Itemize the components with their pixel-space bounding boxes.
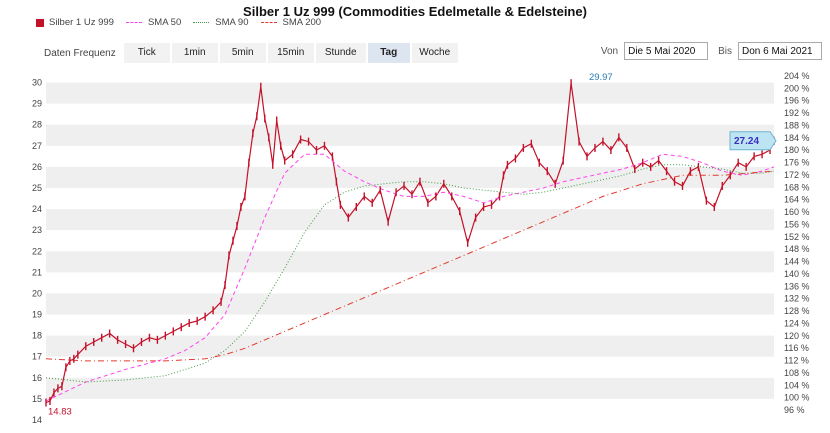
series-lines: [45, 79, 775, 407]
right-tick-label: 180 %: [784, 145, 810, 155]
tab-stunde[interactable]: Stunde: [315, 43, 366, 63]
left-axis: 14 15 16 17 18 19 20 21 22 23 24 25 26 27 28 29 30: [32, 78, 42, 425]
left-tick-label: 14: [32, 415, 42, 425]
date-range: Von Bis: [601, 42, 822, 60]
annotations: 14.83 29.97 27.24: [48, 72, 777, 417]
right-tick-label: 124 %: [784, 318, 810, 328]
grid-band: [46, 377, 774, 399]
left-tick-label: 29: [32, 99, 42, 109]
right-tick-label: 188 %: [784, 120, 810, 130]
right-tick-label: 156 %: [784, 219, 810, 229]
right-tick-label: 204 %: [784, 71, 810, 81]
last-value-label: 27.24: [734, 136, 759, 147]
right-tick-label: 144 %: [784, 257, 810, 267]
right-tick-label: 96 %: [784, 405, 805, 415]
right-tick-label: 120 %: [784, 331, 810, 341]
right-tick-label: 152 %: [784, 232, 810, 242]
left-tick-label: 18: [32, 331, 42, 341]
last-value-badge: [729, 131, 777, 151]
right-tick-label: 108 %: [784, 368, 810, 378]
tab-1min[interactable]: 1min: [171, 43, 218, 63]
series-sma50-line: [45, 153, 775, 402]
legend-swatch-silber: [36, 18, 44, 27]
left-tick-label: 16: [32, 373, 42, 383]
legend-label-sma200: SMA 200: [282, 17, 322, 28]
right-tick-label: 116 %: [784, 343, 809, 353]
grid-band: [46, 209, 774, 231]
right-tick-label: 164 %: [784, 195, 810, 205]
tab-tag[interactable]: Tag: [367, 43, 410, 63]
to-date-input[interactable]: [738, 42, 822, 60]
right-tick-label: 128 %: [784, 306, 810, 316]
frequency-toolbar: Daten Frequenz Tick 1min 5min 15min Stun…: [44, 42, 460, 64]
from-date-input[interactable]: [624, 42, 709, 60]
left-tick-label: 23: [32, 225, 42, 235]
right-tick-label: 176 %: [784, 158, 810, 168]
right-tick-label: 132 %: [784, 294, 810, 304]
series-sma200-line: [45, 170, 775, 362]
right-tick-label: 196 %: [784, 96, 810, 106]
left-tick-label: 17: [32, 352, 42, 362]
left-tick-label: 21: [32, 267, 42, 277]
legend-swatch-sma90: [193, 22, 210, 23]
left-tick-label: 25: [32, 183, 42, 193]
legend-item-sma90[interactable]: SMA 90: [193, 17, 249, 28]
series-sma90-line: [45, 164, 775, 383]
legend-item-sma50[interactable]: SMA 50: [125, 17, 182, 28]
left-tick-label: 28: [32, 120, 42, 130]
legend: Silber 1 Uz 999 SMA 50 SMA 90 SMA 200: [36, 17, 333, 28]
right-tick-label: 168 %: [784, 182, 810, 192]
right-tick-label: 136 %: [784, 281, 810, 291]
grid-bands: [46, 82, 774, 399]
to-label: Bis: [718, 45, 732, 57]
tab-15min[interactable]: 15min: [267, 43, 314, 63]
tab-woche[interactable]: Woche: [411, 43, 458, 63]
grid-band: [46, 124, 774, 146]
left-tick-label: 15: [32, 394, 42, 404]
grid-band: [46, 82, 774, 104]
left-tick-label: 27: [32, 141, 42, 151]
left-tick-label: 20: [32, 288, 42, 298]
legend-item-silber[interactable]: Silber 1 Uz 999: [36, 17, 114, 28]
left-tick-label: 22: [32, 246, 42, 256]
right-tick-label: 100 %: [784, 393, 810, 403]
right-tick-label: 172 %: [784, 170, 810, 180]
right-tick-label: 192 %: [784, 108, 810, 118]
max-label: 29.97: [589, 72, 613, 83]
chart-title: Silber 1 Uz 999 (Commodities Edelmetalle…: [243, 4, 587, 19]
left-tick-label: 26: [32, 162, 42, 172]
left-tick-label: 30: [32, 78, 42, 88]
grid-band: [46, 335, 774, 357]
left-tick-label: 24: [32, 204, 42, 214]
right-tick-label: 200 %: [784, 83, 810, 93]
legend-swatch-sma200: [260, 22, 277, 23]
right-tick-label: 160 %: [784, 207, 810, 217]
right-tick-label: 148 %: [784, 244, 810, 254]
legend-label-sma50: SMA 50: [147, 17, 182, 28]
tab-tick[interactable]: Tick: [123, 43, 170, 63]
legend-label-silber: Silber 1 Uz 999: [49, 17, 114, 28]
grid-band: [46, 293, 774, 315]
frequency-label: Daten Frequenz: [44, 47, 116, 59]
from-label: Von: [600, 45, 619, 57]
right-tick-label: 104 %: [784, 380, 810, 390]
grid-band: [46, 251, 774, 273]
right-axis: 96 % 100 % 104 % 108 % 112 % 116 % 120 % 124 % 1…: [784, 71, 810, 415]
grid-band: [46, 166, 774, 188]
right-tick-label: 112 %: [784, 356, 809, 366]
min-label: 14.83: [48, 406, 72, 417]
legend-swatch-sma50: [125, 22, 142, 23]
right-tick-label: 184 %: [784, 133, 810, 143]
right-tick-label: 140 %: [784, 269, 810, 279]
tab-5min[interactable]: 5min: [219, 43, 266, 63]
left-tick-label: 19: [32, 310, 42, 320]
legend-item-sma200[interactable]: SMA 200: [260, 17, 322, 28]
legend-label-sma90: SMA 90: [215, 17, 249, 28]
